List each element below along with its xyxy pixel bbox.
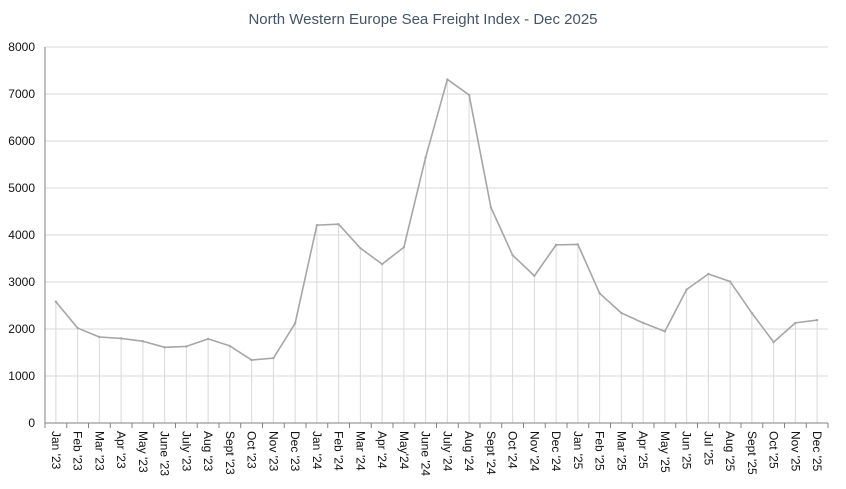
- data-point: [185, 345, 188, 348]
- x-tick-label: July '24: [440, 431, 454, 472]
- data-point: [598, 292, 601, 295]
- y-tick-label: 7000: [8, 87, 35, 101]
- data-point: [446, 78, 449, 81]
- data-point: [163, 346, 166, 349]
- data-point: [533, 274, 536, 278]
- data-point: [663, 330, 667, 333]
- y-tick-label: 3000: [8, 275, 35, 289]
- data-point: [54, 300, 58, 303]
- y-tick-label: 1000: [8, 369, 35, 383]
- x-tick-label: Nov '23: [266, 431, 280, 472]
- x-tick-label: Oct '23: [245, 431, 259, 469]
- data-point: [728, 280, 732, 283]
- x-tick-label: May '23: [136, 431, 150, 473]
- x-tick-label: Sept '25: [745, 431, 759, 475]
- data-point: [293, 322, 297, 325]
- y-tick-label: 4000: [8, 228, 35, 242]
- data-point: [707, 272, 710, 276]
- x-tick-label: Apr '23: [114, 431, 128, 469]
- x-tick-label: Dec '25: [810, 431, 824, 472]
- data-point: [772, 340, 775, 344]
- x-tick-label: May'24: [397, 431, 411, 470]
- data-point: [489, 206, 493, 209]
- data-point: [554, 243, 558, 247]
- x-tick-labels: Jan '23 Feb '23 Mar '23 Apr '23 May '23 June …: [49, 431, 824, 476]
- x-tick-label: July '23: [179, 431, 193, 472]
- axes: [44, 47, 829, 428]
- y-tick-label: 5000: [8, 181, 35, 195]
- y-tick-label: 2000: [8, 322, 35, 336]
- gridlines: [45, 46, 828, 377]
- data-point: [576, 243, 580, 246]
- data-point: [359, 246, 362, 250]
- data-point: [98, 335, 101, 339]
- x-tick-label: Jul '25: [701, 431, 715, 466]
- x-tick-label: Mar '25: [614, 431, 628, 471]
- data-point: [272, 356, 275, 360]
- x-tick-label: Aug '23: [201, 431, 215, 472]
- x-tick-label: Feb '25: [593, 431, 607, 471]
- data-point: [337, 222, 340, 226]
- x-tick-label: May '25: [658, 431, 672, 473]
- y-tick-labels: 0 1000 2000 3000 4000 5000 6000 7000 8000: [8, 40, 35, 430]
- x-tick-label: Mar '24: [353, 431, 367, 471]
- y-tick-label: 8000: [8, 40, 35, 54]
- data-point: [380, 262, 384, 266]
- series-line: [55, 78, 818, 361]
- data-point: [76, 326, 79, 330]
- x-tick-label: Jan '24: [310, 431, 324, 470]
- x-tick-label: Sept '23: [223, 431, 237, 475]
- x-tick-label: Aug '25: [723, 431, 737, 472]
- series: [54, 78, 819, 362]
- data-point: [641, 321, 645, 325]
- x-tick-label: Oct '24: [506, 431, 520, 469]
- data-point: [511, 254, 514, 257]
- data-point: [119, 337, 123, 340]
- x-tick-label: Jan '25: [571, 431, 585, 470]
- x-tick-label: Nov '25: [788, 431, 802, 472]
- data-point: [228, 344, 232, 348]
- x-tick-label: Nov '24: [527, 431, 541, 472]
- data-point: [206, 337, 210, 341]
- x-tick-label: Dec '24: [549, 431, 563, 472]
- y-tick-label: 0: [28, 416, 35, 430]
- data-point: [141, 340, 145, 343]
- data-point: [250, 358, 253, 362]
- data-point: [815, 318, 819, 322]
- x-tick-label: Mar '23: [92, 431, 106, 471]
- x-tick-label: Aug '24: [462, 431, 476, 472]
- x-tick-label: Dec '23: [288, 431, 302, 472]
- chart-title: North Western Europe Sea Freight Index -…: [248, 11, 597, 28]
- x-tick-label: June '24: [419, 431, 433, 476]
- y-tick-label: 6000: [8, 134, 35, 148]
- drop-lines: [55, 79, 818, 423]
- data-point: [467, 93, 471, 97]
- x-tick-label: Oct '25: [767, 431, 781, 469]
- data-point: [750, 311, 754, 315]
- data-point: [685, 288, 688, 291]
- data-point: [794, 321, 797, 325]
- x-tick-label: Apr '24: [375, 431, 389, 469]
- data-point: [402, 246, 406, 249]
- x-tick-label: Feb '23: [71, 431, 85, 471]
- x-tick-label: Sept '24: [484, 431, 498, 475]
- x-tick-label: Feb '24: [332, 431, 346, 471]
- x-tick-label: Jun '25: [680, 431, 694, 470]
- x-tick-label: Apr '25: [636, 431, 650, 469]
- x-tick-label: June '23: [158, 431, 172, 476]
- data-point: [315, 223, 319, 227]
- data-point: [424, 156, 427, 159]
- x-tick-label: Jan '23: [49, 431, 63, 470]
- data-point: [620, 311, 623, 315]
